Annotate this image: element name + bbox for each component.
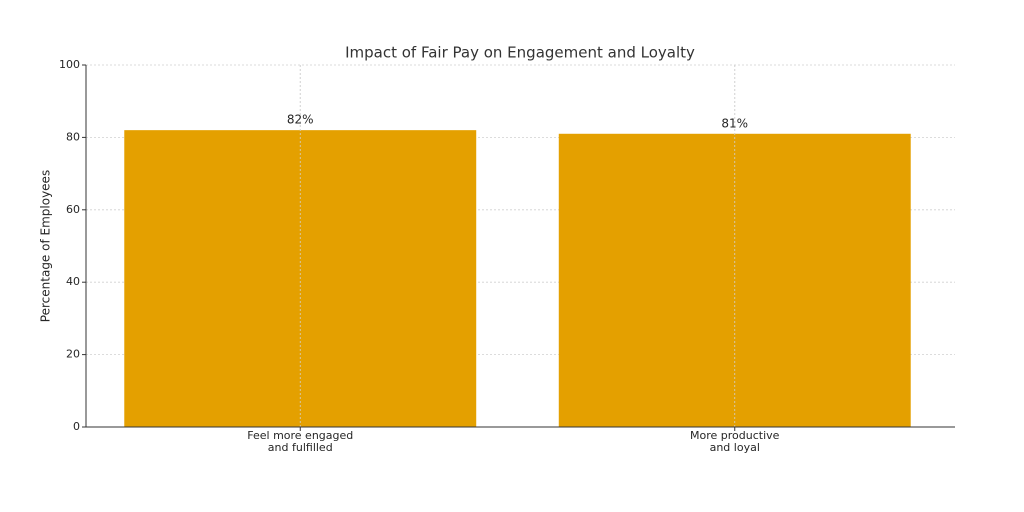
x-tick-label: More productive and loyal	[690, 429, 780, 454]
x-tick-label: Feel more engaged and fulfilled	[247, 429, 353, 454]
value-label: 82%	[287, 113, 314, 127]
y-tick-label: 40	[66, 275, 80, 288]
y-tick-label: 100	[59, 58, 80, 71]
chart-title: Impact of Fair Pay on Engagement and Loy…	[345, 44, 695, 62]
y-tick-label: 20	[66, 348, 80, 361]
value-label: 81%	[721, 116, 748, 130]
y-tick-label: 60	[66, 203, 80, 216]
y-tick-label: 80	[66, 130, 80, 143]
y-tick-label: 0	[73, 420, 80, 433]
y-axis-label: Percentage of Employees	[39, 170, 53, 322]
